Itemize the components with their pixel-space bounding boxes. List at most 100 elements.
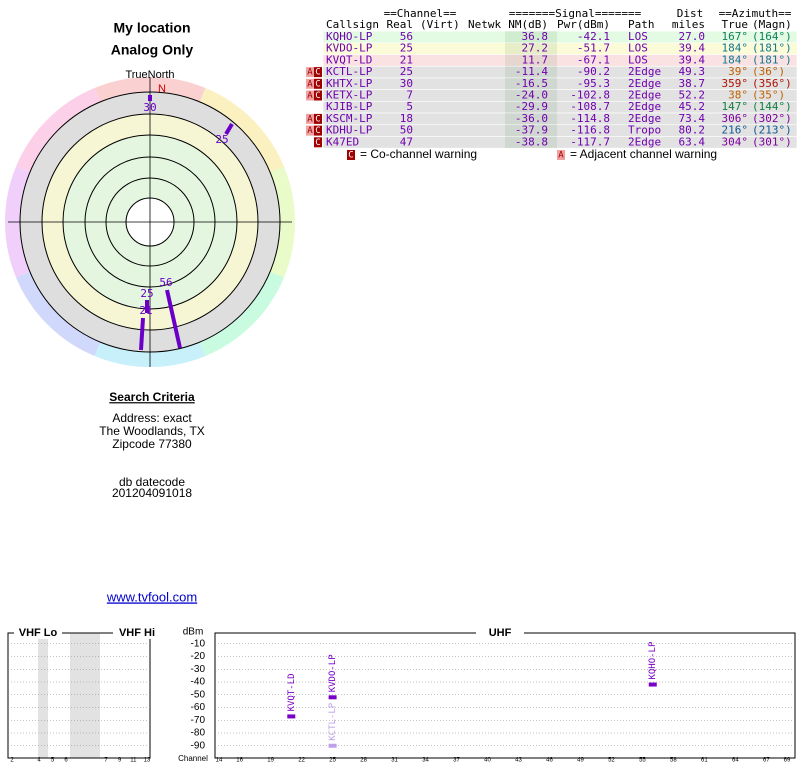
distance: 38.7 bbox=[679, 77, 706, 90]
flag-box bbox=[306, 125, 314, 136]
x-tick-label: 43 bbox=[515, 758, 522, 764]
x-tick-label: 5 bbox=[51, 758, 55, 764]
distance: 39.4 bbox=[679, 42, 706, 55]
x-tick-label: 64 bbox=[732, 758, 739, 764]
group-header: ==Channel== bbox=[384, 7, 457, 20]
station-label: KCTL-LP bbox=[328, 702, 338, 741]
section-label-bg bbox=[113, 627, 161, 639]
signal-shade bbox=[505, 42, 557, 55]
azimuth-magn: (213°) bbox=[752, 124, 792, 137]
x-tick-label: 69 bbox=[784, 758, 791, 764]
column-header: (Virt) bbox=[420, 18, 460, 31]
station-label: KQHO-LP bbox=[648, 641, 658, 680]
flag-box bbox=[306, 113, 314, 124]
signal-shade bbox=[505, 124, 557, 137]
distance: 39.4 bbox=[679, 53, 706, 66]
path: LOS bbox=[628, 53, 648, 66]
row-bg bbox=[322, 136, 798, 149]
power: -117.7 bbox=[570, 135, 610, 148]
x-tick-label: 7 bbox=[104, 758, 108, 764]
x-tick-label: 37 bbox=[453, 758, 460, 764]
band-shade bbox=[70, 633, 100, 758]
x-tick-label: 49 bbox=[577, 758, 584, 764]
legend-icon-box bbox=[347, 150, 355, 160]
section-label-bg bbox=[14, 627, 62, 639]
distance: 63.4 bbox=[679, 135, 706, 148]
real-channel: 5 bbox=[406, 100, 413, 113]
panel bbox=[214, 632, 796, 759]
x-tick-label: 14 bbox=[216, 758, 223, 764]
column-header: (Magn) bbox=[752, 18, 792, 31]
column-header: miles bbox=[672, 18, 705, 31]
search-line: Zipcode 77380 bbox=[112, 437, 192, 451]
noise-margin: -38.8 bbox=[515, 135, 548, 148]
path: 2Edge bbox=[628, 100, 661, 113]
section-label: UHF bbox=[489, 627, 512, 639]
x-tick-label: 31 bbox=[391, 758, 398, 764]
flag: C bbox=[315, 114, 320, 124]
y-tick-label: -80 bbox=[191, 728, 206, 739]
callsign: KDHU-LP bbox=[326, 124, 373, 137]
polar-marker-label: 30 bbox=[143, 101, 156, 114]
polar-marker-label: 25 bbox=[140, 287, 153, 300]
flag-box bbox=[314, 113, 322, 124]
flag-box bbox=[306, 90, 314, 101]
azimuth-magn: (181°) bbox=[752, 53, 792, 66]
callsign: KJIB-LP bbox=[326, 100, 373, 113]
azimuth-true: 216° bbox=[722, 124, 749, 137]
path: Tropo bbox=[628, 124, 661, 137]
noise-margin: -16.5 bbox=[515, 77, 548, 90]
azimuth-magn: (302°) bbox=[752, 112, 792, 125]
x-tick-label: 61 bbox=[701, 758, 708, 764]
legend-icon: C bbox=[348, 151, 353, 161]
column-header: Real bbox=[387, 18, 414, 31]
x-tick-label: 16 bbox=[236, 758, 243, 764]
x-tick-label: 34 bbox=[422, 758, 429, 764]
x-tick-label: 4 bbox=[37, 758, 41, 764]
power: -116.8 bbox=[570, 124, 610, 137]
polar-marker-label: 21 bbox=[139, 304, 152, 317]
real-channel: 21 bbox=[400, 53, 413, 66]
link[interactable]: www.tvfool.com bbox=[106, 589, 197, 604]
flag: A bbox=[307, 114, 313, 124]
title: My location bbox=[113, 20, 190, 36]
y-tick-label: -50 bbox=[191, 689, 206, 700]
power: -114.8 bbox=[570, 112, 610, 125]
x-tick-label: 40 bbox=[484, 758, 491, 764]
polar-marker bbox=[224, 122, 234, 136]
x-tick-label: 25 bbox=[329, 758, 336, 764]
y-axis-label: dBm bbox=[183, 627, 204, 638]
column-header: True bbox=[722, 18, 749, 31]
path: LOS bbox=[628, 30, 648, 43]
azimuth-magn: (181°) bbox=[752, 42, 792, 55]
noise-margin: 27.2 bbox=[522, 42, 549, 55]
polar-marker bbox=[139, 317, 145, 351]
path: 2Edge bbox=[628, 65, 661, 78]
callsign: KSCM-LP bbox=[326, 112, 373, 125]
y-tick-label: -10 bbox=[191, 638, 206, 649]
spectrum-chart: VHF Lo VHF Hi UHF dBm Channel -10 -20 -30 -40-50… bbox=[7, 627, 796, 764]
azimuth-true: 304° bbox=[722, 135, 749, 148]
flag-box bbox=[314, 90, 322, 101]
legend-icon-box bbox=[557, 150, 565, 160]
search-line: The Woodlands, TX bbox=[99, 424, 205, 438]
power: -95.3 bbox=[577, 77, 610, 90]
flag: C bbox=[315, 91, 320, 101]
real-channel: 25 bbox=[400, 65, 413, 78]
signal-shade bbox=[505, 54, 557, 67]
polar-marker bbox=[165, 289, 182, 349]
real-channel: 50 bbox=[400, 124, 413, 137]
signal-shade bbox=[505, 66, 557, 78]
path: LOS bbox=[628, 42, 648, 55]
band-shade bbox=[38, 633, 48, 758]
column-header: Callsign bbox=[326, 18, 379, 31]
legend-text: = Co-channel warning bbox=[360, 147, 477, 161]
azimuth-true: 184° bbox=[722, 53, 749, 66]
callsign: KHTX-LP bbox=[326, 77, 373, 90]
noise-margin: 11.7 bbox=[522, 53, 549, 66]
x-tick-label: 28 bbox=[360, 758, 367, 764]
y-tick-label: -40 bbox=[191, 677, 206, 688]
polar-plot: 30 25 56 25 21 bbox=[4, 77, 295, 367]
azimuth-true: 39° bbox=[728, 65, 748, 78]
north-n: N bbox=[158, 83, 166, 95]
